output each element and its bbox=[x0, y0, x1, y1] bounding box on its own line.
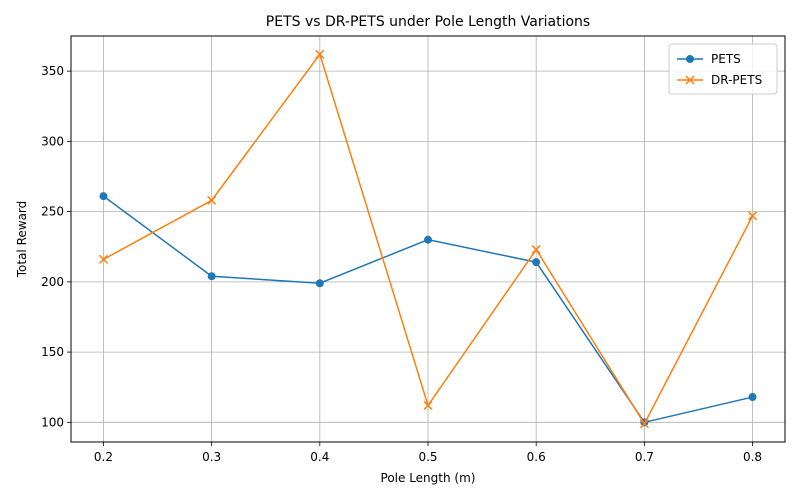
y-tick-label: 100 bbox=[41, 415, 64, 429]
data-point bbox=[748, 211, 758, 221]
x-tick-label: 0.5 bbox=[418, 450, 437, 464]
data-point bbox=[99, 192, 108, 201]
x-axis: 0.2 0.3 0.4 0.5 0.6 0.7 0.8 bbox=[94, 442, 762, 464]
x-tick-label: 0.2 bbox=[94, 450, 113, 464]
y-axis: 100 150 200 250 300 350 bbox=[41, 64, 71, 429]
data-point bbox=[748, 393, 757, 402]
legend: PETS DR-PETS bbox=[668, 43, 778, 95]
data-point bbox=[424, 235, 432, 244]
x-tick-label: 0.8 bbox=[743, 450, 762, 464]
data-point bbox=[532, 258, 541, 267]
legend-box bbox=[668, 43, 778, 95]
legend-item: DR-PETS bbox=[677, 73, 762, 87]
y-axis-label: Total Reward bbox=[15, 201, 29, 279]
data-point bbox=[98, 254, 108, 264]
x-tick-label: 0.4 bbox=[310, 450, 329, 464]
y-tick-label: 150 bbox=[41, 345, 64, 359]
data-point bbox=[639, 419, 649, 429]
legend-item: PETS bbox=[677, 52, 741, 66]
data-point bbox=[423, 400, 433, 411]
data-point bbox=[315, 49, 325, 59]
chart-title: PETS vs DR-PETS under Pole Length Variat… bbox=[266, 14, 590, 30]
series-layer bbox=[98, 49, 758, 429]
legend-label: PETS bbox=[711, 52, 741, 66]
y-tick-label: 250 bbox=[41, 205, 64, 219]
y-tick-label: 200 bbox=[41, 275, 64, 289]
x-axis-label: Pole Length (m) bbox=[381, 471, 476, 485]
data-point bbox=[531, 245, 541, 255]
y-tick-label: 300 bbox=[41, 134, 64, 148]
y-tick-label: 350 bbox=[41, 64, 64, 78]
data-point bbox=[315, 279, 324, 288]
x-tick-label: 0.3 bbox=[202, 450, 221, 464]
data-point bbox=[207, 272, 216, 281]
x-tick-label: 0.7 bbox=[635, 450, 654, 464]
legend-label: DR-PETS bbox=[711, 73, 762, 87]
data-point bbox=[207, 195, 217, 205]
x-tick-label: 0.6 bbox=[527, 450, 546, 464]
